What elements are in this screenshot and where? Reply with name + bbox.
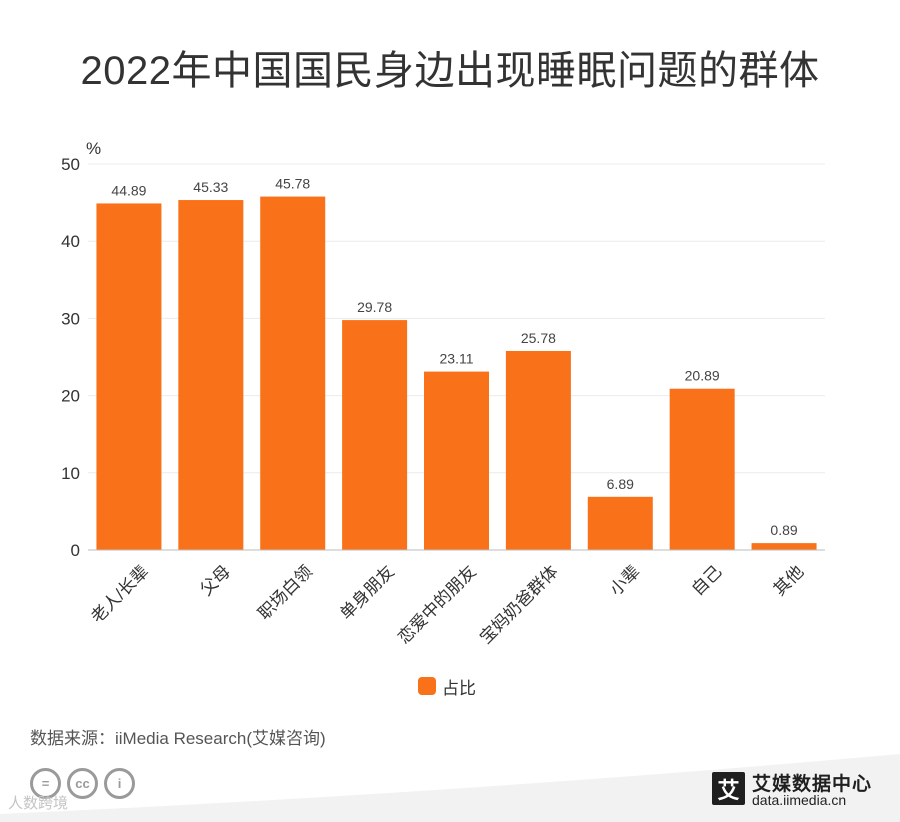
data-labels: 44.89 45.33 45.78 29.78 23.11 25.78 6.89 20.89 0… — [111, 176, 797, 539]
legend-swatch — [418, 677, 436, 695]
x-tick-label: 父母 — [197, 562, 234, 599]
y-axis-ticks: 0 10 20 30 40 50 — [61, 155, 80, 560]
data-label: 6.89 — [607, 476, 634, 492]
source-note: 数据来源：iiMedia Research(艾媒咨询) — [30, 729, 326, 748]
x-tick-label: 小辈 — [606, 562, 643, 599]
bar[interactable] — [260, 196, 326, 550]
bar[interactable] — [424, 371, 489, 550]
data-label: 0.89 — [770, 522, 797, 538]
bar[interactable] — [96, 203, 162, 550]
bar[interactable] — [669, 388, 735, 550]
x-tick-label: 其他 — [770, 562, 807, 599]
data-label: 45.33 — [193, 179, 228, 195]
x-tick-label: 恋爱中的朋友 — [394, 561, 480, 647]
footer-band — [0, 754, 900, 822]
y-tick-label: 0 — [71, 541, 80, 560]
bar[interactable] — [342, 320, 408, 550]
attribution-icon: i — [104, 768, 135, 799]
brand-name: 艾媒数据中心 — [752, 774, 873, 795]
data-label: 25.78 — [521, 330, 556, 346]
x-tick-label: 老人/长辈 — [87, 562, 152, 627]
data-label: 20.89 — [685, 368, 720, 384]
y-tick-label: 50 — [61, 155, 80, 174]
license-icons: = cc i — [30, 768, 135, 799]
y-tick-label: 30 — [61, 309, 80, 328]
bar[interactable] — [751, 543, 817, 550]
x-tick-label: 宝妈奶爸群体 — [476, 562, 562, 648]
noderivs-icon: = — [30, 768, 61, 799]
data-label: 23.11 — [440, 351, 474, 367]
y-tick-label: 20 — [61, 387, 80, 406]
bar[interactable] — [505, 350, 571, 550]
y-axis-unit-label: % — [86, 139, 101, 158]
legend-label: 占比 — [442, 678, 476, 698]
brand-logo-icon: 艾 — [712, 772, 745, 805]
x-tick-label: 自己 — [688, 562, 725, 599]
data-label: 45.78 — [275, 176, 310, 192]
bar[interactable] — [178, 200, 244, 550]
bar[interactable] — [587, 496, 653, 550]
legend[interactable]: 占比 — [418, 675, 476, 698]
brand-url: data.iimedia.cn — [752, 792, 847, 808]
x-tick-label: 单身朋友 — [336, 562, 398, 624]
creative-commons-icon: cc — [67, 768, 98, 799]
watermark: 人数跨境 — [8, 795, 69, 812]
chart-title: 2022年中国国民身边出现睡眠问题的群体 — [80, 49, 820, 93]
bars — [96, 196, 817, 550]
y-tick-label: 10 — [61, 464, 80, 483]
data-label: 29.78 — [357, 299, 392, 315]
x-tick-label: 职场白领 — [255, 562, 317, 624]
y-tick-label: 40 — [61, 232, 80, 251]
data-label: 44.89 — [111, 182, 146, 198]
